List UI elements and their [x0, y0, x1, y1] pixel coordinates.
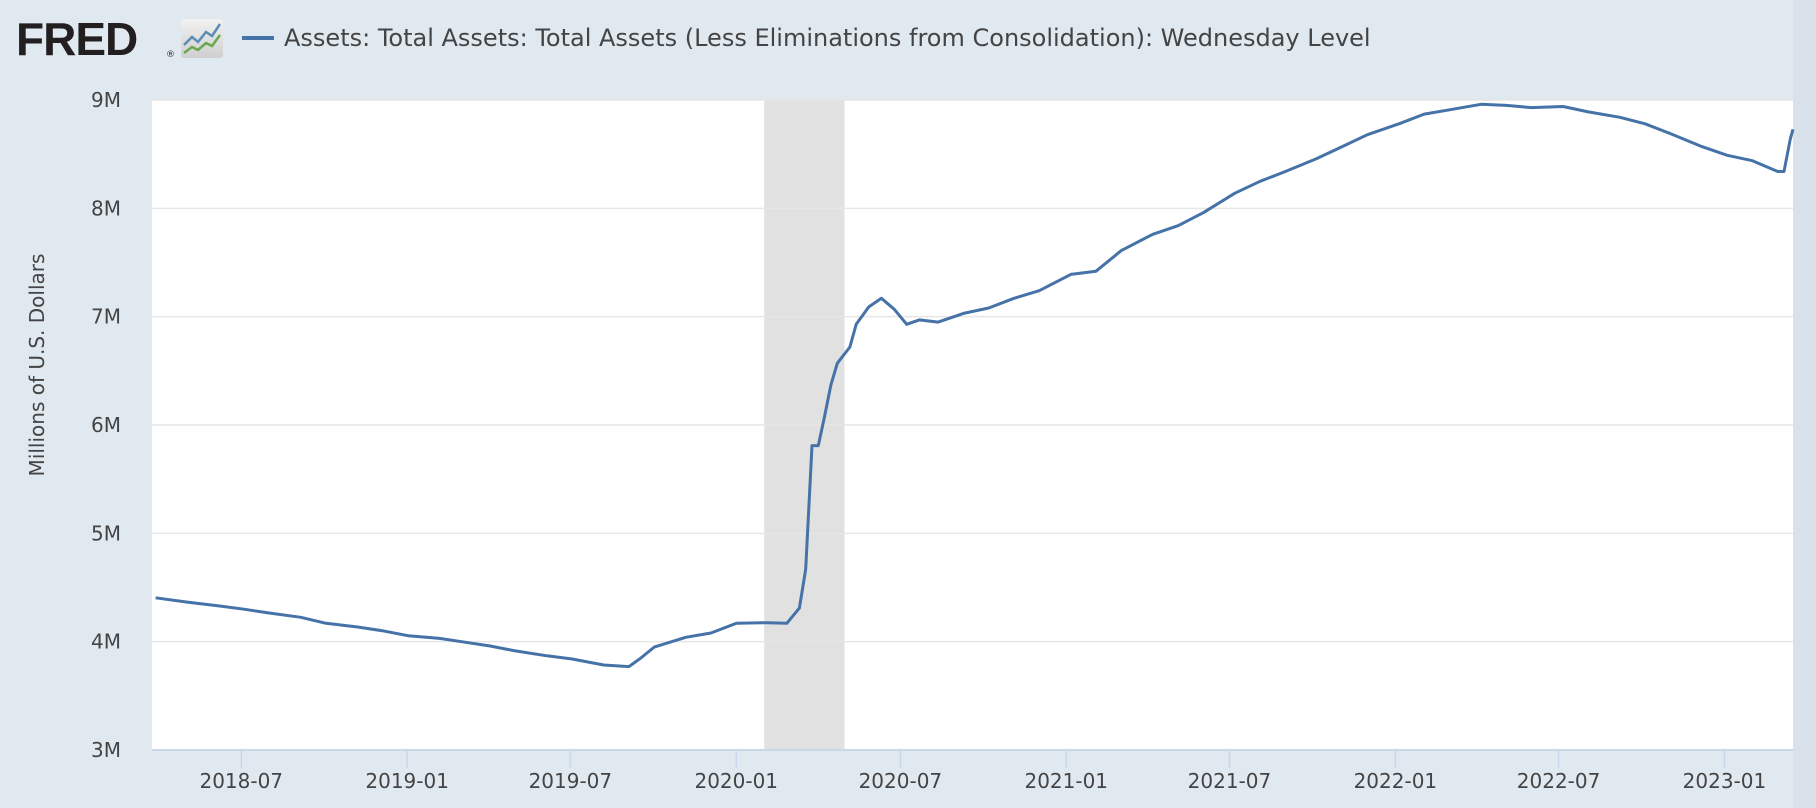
- y-tick-label: 5M: [91, 521, 121, 545]
- grid-lines: [152, 99, 1793, 643]
- x-tick-label: 2023-01: [1683, 769, 1767, 793]
- x-tick-label: 2022-07: [1517, 769, 1601, 793]
- y-axis-label: Millions of U.S. Dollars: [25, 254, 49, 477]
- registered-mark: ®: [166, 50, 175, 60]
- x-axis-ticks: 2018-07 2019-01 2019-07 2020-01 2020-07 2021-…: [152, 749, 1793, 793]
- legend-label[interactable]: Assets: Total Assets: Total Assets (Less…: [284, 24, 1371, 52]
- x-tick-label: 2020-07: [859, 769, 943, 793]
- x-tick-label: 2021-01: [1024, 769, 1108, 793]
- fred-logo[interactable]: FRED: [16, 13, 138, 65]
- chart-header: FRED ® Assets: Total Assets: Total Asset…: [0, 0, 1816, 80]
- y-tick-label: 9M: [91, 88, 121, 112]
- y-tick-label: 8M: [91, 196, 121, 220]
- legend-swatch: [242, 36, 274, 40]
- scroll-strip: [1793, 0, 1816, 808]
- series-line[interactable]: [155, 102, 1795, 669]
- x-tick-label: 2022-01: [1354, 769, 1438, 793]
- x-tick-label: 2021-07: [1188, 769, 1272, 793]
- y-tick-label: 7M: [91, 305, 121, 329]
- chart-line-icon: [181, 19, 223, 58]
- x-tick-label: 2020-01: [694, 769, 778, 793]
- y-tick-label: 3M: [91, 738, 121, 762]
- y-axis-ticks: 3M 4M 5M 6M 7M 8M 9M: [91, 88, 121, 762]
- x-tick-label: 2019-07: [529, 769, 613, 793]
- y-tick-label: 6M: [91, 413, 121, 437]
- y-tick-label: 4M: [91, 630, 121, 654]
- x-tick-label: 2018-07: [199, 769, 283, 793]
- x-tick-label: 2019-01: [365, 769, 449, 793]
